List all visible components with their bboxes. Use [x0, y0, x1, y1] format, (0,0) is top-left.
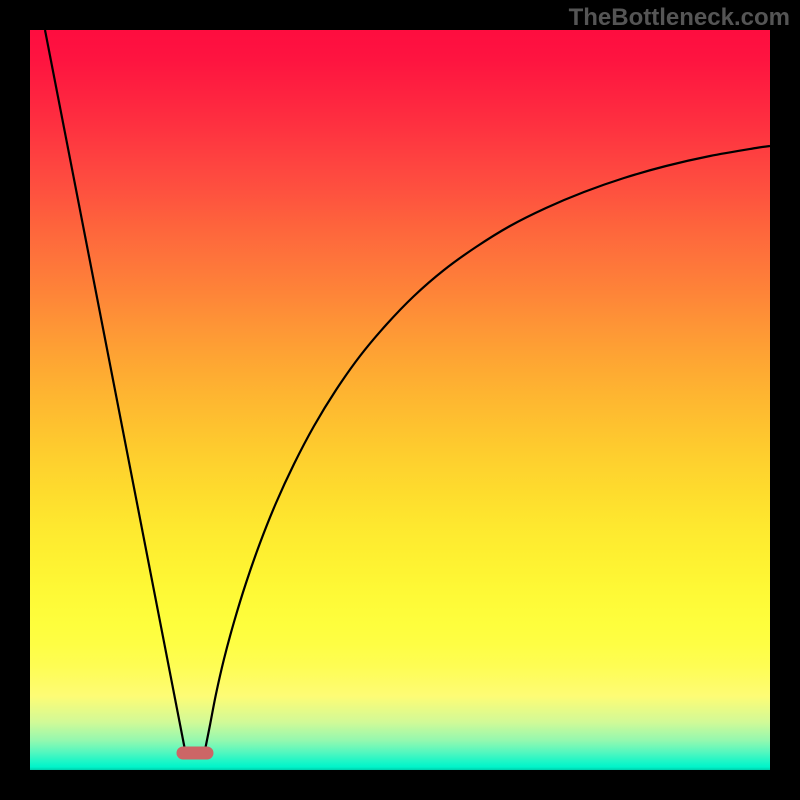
plot-area: [30, 30, 770, 770]
gradient-background: [30, 30, 770, 770]
gradient-chart-svg: [30, 30, 770, 770]
watermark-text: TheBottleneck.com: [569, 4, 790, 32]
vertex-marker: [177, 747, 213, 759]
chart-frame: TheBottleneck.com: [0, 0, 800, 800]
